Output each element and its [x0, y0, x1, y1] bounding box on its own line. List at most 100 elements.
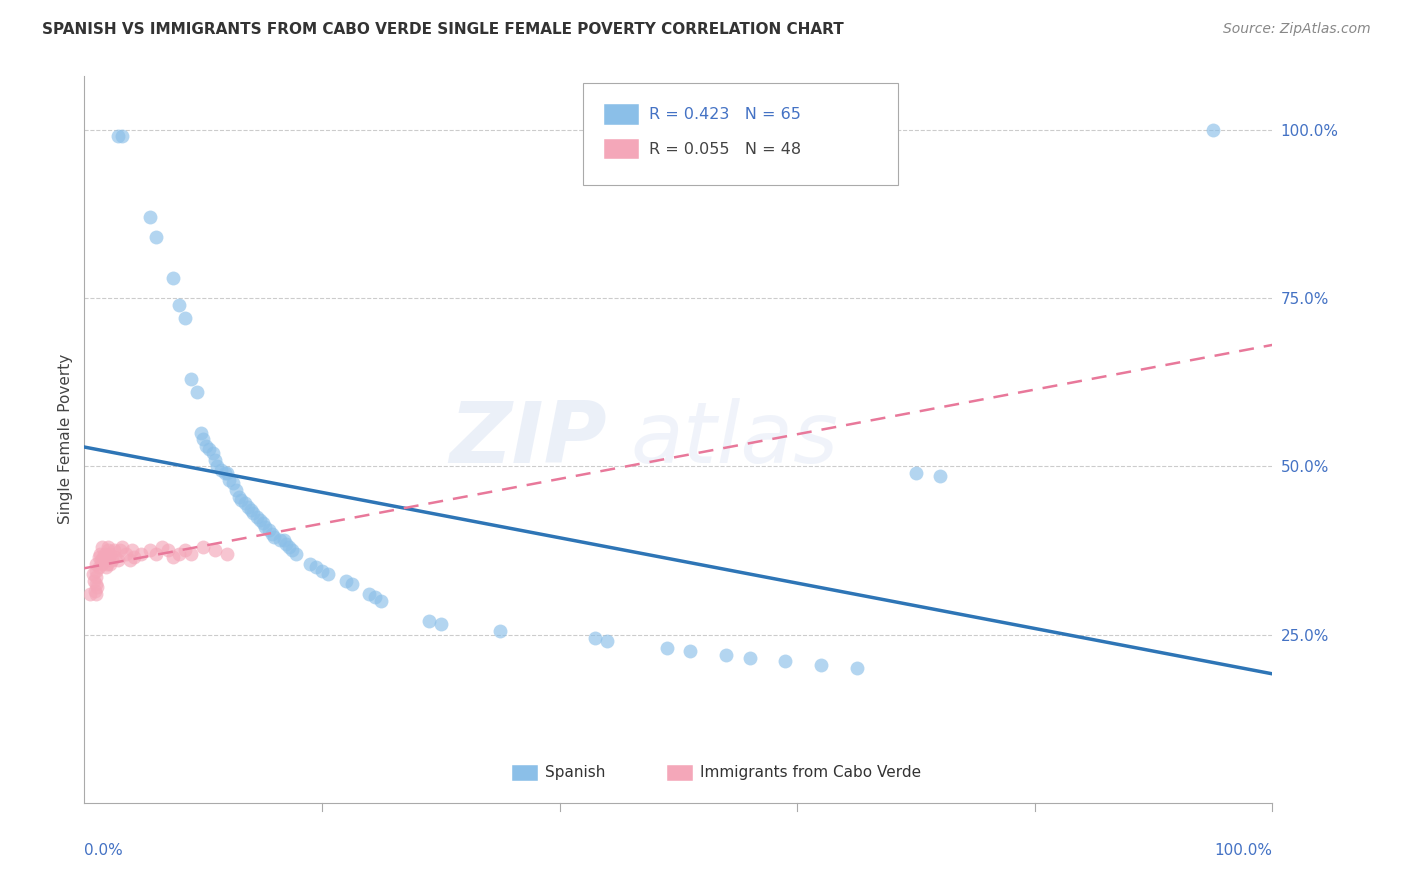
Point [277, 540, 299, 554]
Point [162, 270, 184, 285]
Point [103, 543, 125, 558]
Point [209, 462, 232, 476]
Point [810, 657, 832, 672]
Point [84, 557, 107, 571]
Point [335, 574, 357, 588]
Point [89, 547, 111, 561]
Point [84, 577, 107, 591]
Point [204, 452, 226, 467]
FancyBboxPatch shape [583, 83, 898, 185]
Point [108, 543, 131, 558]
Point [228, 490, 250, 504]
Point [305, 560, 328, 574]
Text: 0.0%: 0.0% [84, 843, 124, 858]
Point [679, 644, 702, 658]
Point [186, 385, 208, 400]
Point [122, 550, 145, 565]
Bar [512, 765, 538, 781]
Point [1202, 122, 1225, 136]
Point [97, 540, 120, 554]
Point [118, 553, 141, 567]
Point [257, 523, 280, 537]
Point [359, 587, 381, 601]
Point [845, 661, 868, 675]
Point [138, 210, 160, 224]
Point [93, 550, 115, 565]
Point [284, 547, 307, 561]
Point [207, 459, 229, 474]
Point [273, 533, 295, 548]
Point [107, 553, 129, 567]
Point [269, 533, 291, 548]
Text: Spanish: Spanish [546, 765, 606, 780]
Point [100, 557, 122, 571]
Point [905, 466, 928, 480]
Point [145, 230, 167, 244]
Point [364, 591, 387, 605]
Point [162, 550, 184, 565]
Point [242, 507, 264, 521]
Point [596, 634, 619, 648]
Point [262, 526, 284, 541]
Point [198, 442, 221, 457]
Point [218, 473, 240, 487]
Point [93, 547, 115, 561]
Point [169, 298, 191, 312]
Point [316, 566, 339, 581]
Point [82, 566, 104, 581]
Point [655, 640, 678, 655]
Text: 100.0%: 100.0% [1215, 843, 1272, 858]
Point [98, 550, 121, 565]
Point [231, 492, 253, 507]
Point [201, 446, 224, 460]
Point [138, 543, 160, 558]
Point [107, 129, 129, 144]
Point [253, 520, 276, 534]
Point [190, 425, 212, 440]
Point [225, 483, 247, 497]
Point [214, 466, 236, 480]
Point [249, 513, 271, 527]
Point [263, 530, 285, 544]
Point [204, 543, 226, 558]
Point [928, 469, 950, 483]
Point [174, 543, 197, 558]
Point [252, 516, 274, 531]
Point [145, 547, 167, 561]
Bar [603, 139, 640, 160]
Point [111, 540, 134, 554]
Point [340, 577, 363, 591]
Point [104, 550, 127, 565]
Point [100, 547, 122, 561]
Point [169, 547, 191, 561]
Text: R = 0.423   N = 65: R = 0.423 N = 65 [648, 107, 800, 122]
Point [84, 587, 107, 601]
Text: atlas: atlas [631, 398, 839, 481]
Point [156, 543, 179, 558]
Point [281, 543, 304, 558]
Point [91, 557, 114, 571]
Point [239, 503, 262, 517]
Bar [603, 104, 640, 125]
Point [583, 631, 606, 645]
Point [191, 433, 215, 447]
Point [714, 648, 737, 662]
Point [150, 540, 173, 554]
Point [180, 547, 202, 561]
Text: Source: ZipAtlas.com: Source: ZipAtlas.com [1223, 22, 1371, 37]
Point [430, 617, 453, 632]
Point [100, 553, 122, 567]
Point [131, 547, 153, 561]
Point [86, 581, 108, 595]
Point [115, 547, 138, 561]
Point [121, 543, 143, 558]
Point [91, 540, 114, 554]
Text: ZIP: ZIP [450, 398, 607, 481]
Bar [666, 765, 693, 781]
Point [222, 476, 245, 491]
Point [94, 553, 117, 567]
Y-axis label: Single Female Poverty: Single Female Poverty [58, 354, 73, 524]
Point [489, 624, 512, 639]
Point [79, 587, 101, 601]
Point [738, 651, 761, 665]
